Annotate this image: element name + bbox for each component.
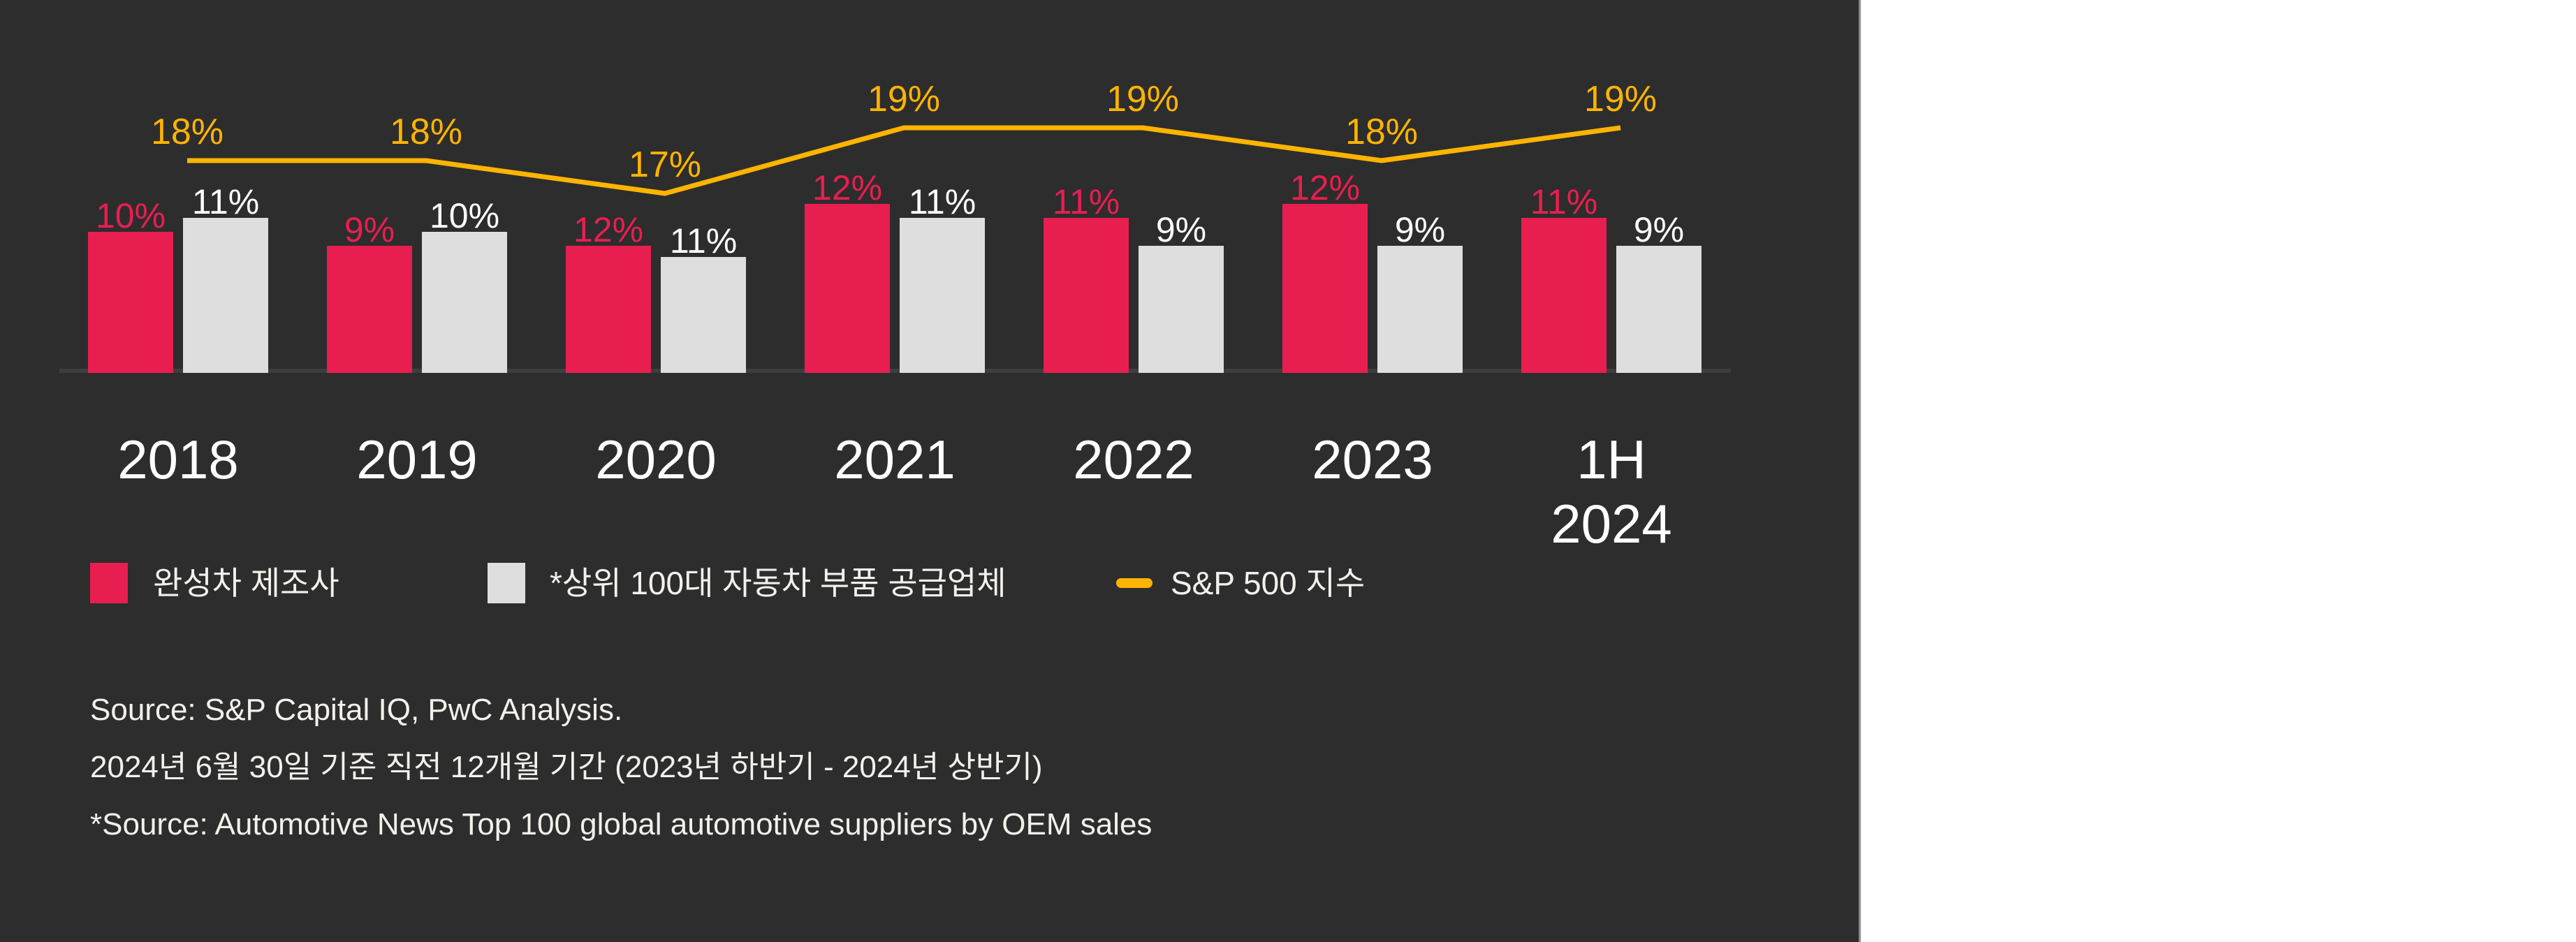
bar-suppliers-2019 — [422, 232, 507, 373]
x-axis-label-2021: 2021 — [834, 429, 956, 490]
sp500-value-label: 19% — [1106, 79, 1180, 119]
sp500-value-label: 18% — [389, 112, 463, 152]
bar-oem-2020 — [566, 245, 651, 373]
bar-suppliers-2022 — [1139, 245, 1224, 373]
source-line-3: *Source: Automotive News Top 100 global … — [90, 807, 1152, 841]
profitability-combo-chart: 10% 11% 18% 2018 9% 10% 18% 2019 12% 11% 17% 2020 12… — [59, 79, 1731, 554]
bar-value-label: 11% — [669, 221, 738, 260]
bar-oem-2018 — [88, 232, 173, 373]
x-axis-label-2019: 2019 — [356, 429, 478, 490]
bar-value-label: 9% — [1633, 209, 1685, 249]
bar-oem-1H2024 — [1521, 218, 1607, 373]
source-notes: Source: S&P Capital IQ, PwC Analysis. 20… — [90, 682, 1152, 853]
bar-value-label: 11% — [191, 182, 260, 222]
legend-label-oem: 완성차 제조사 — [153, 565, 339, 601]
bar-value-label: 9% — [1155, 209, 1207, 249]
bar-suppliers-1H2024 — [1616, 245, 1702, 373]
sp500-value-label: 18% — [1345, 112, 1419, 152]
bar-oem-2021 — [805, 204, 890, 373]
x-axis-label-2018: 2018 — [117, 429, 239, 490]
source-line-2: 2024년 6월 30일 기준 직전 12개월 기간 (2023년 하반기 - … — [90, 750, 1043, 784]
sp500-line-path — [187, 125, 1621, 196]
bar-suppliers-2021 — [900, 218, 985, 373]
bar-value-label: 12% — [1289, 168, 1361, 208]
bar-value-label: 9% — [1394, 209, 1446, 249]
bar-value-label: 12% — [812, 168, 883, 208]
legend-label-sp500: S&P 500 지수 — [1171, 565, 1366, 601]
bar-value-label: 12% — [573, 209, 644, 249]
right-white-panel — [1859, 0, 2576, 942]
bar-suppliers-2018 — [183, 218, 268, 373]
x-axis-line — [59, 369, 1731, 373]
bar-value-label: 10% — [429, 196, 500, 235]
legend-swatch-suppliers — [488, 563, 525, 603]
bar-oem-2019 — [327, 245, 412, 373]
bar-value-label: 11% — [1052, 182, 1120, 222]
bar-suppliers-2020 — [661, 256, 746, 373]
source-line-1: Source: S&P Capital IQ, PwC Analysis. — [90, 693, 623, 727]
legend-swatch-oem — [90, 563, 128, 603]
sp500-value-label: 18% — [150, 112, 224, 152]
sp500-line — [187, 125, 1621, 196]
bar-oem-2023 — [1282, 204, 1368, 373]
x-axis-label-2022: 2022 — [1073, 429, 1194, 490]
sp500-value-label: 17% — [628, 145, 702, 185]
sp500-value-label: 19% — [1583, 79, 1657, 119]
bar-value-label: 10% — [95, 196, 166, 235]
bar-value-label: 11% — [1530, 182, 1598, 222]
x-axis-label-1H2024: 1H 2024 — [1551, 429, 1672, 554]
bar-value-label: 9% — [344, 209, 395, 249]
bar-value-label: 11% — [908, 182, 976, 222]
bar-oem-2022 — [1044, 218, 1129, 373]
bar-suppliers-2023 — [1377, 245, 1463, 373]
sp500-value-label: 19% — [867, 79, 941, 119]
x-axis-label-2020: 2020 — [595, 429, 717, 490]
legend-label-suppliers: *상위 100대 자동차 부품 공급업체 — [550, 565, 1007, 601]
legend-dash-sp500 — [1116, 578, 1152, 588]
x-axis-label-2023: 2023 — [1312, 429, 1433, 490]
